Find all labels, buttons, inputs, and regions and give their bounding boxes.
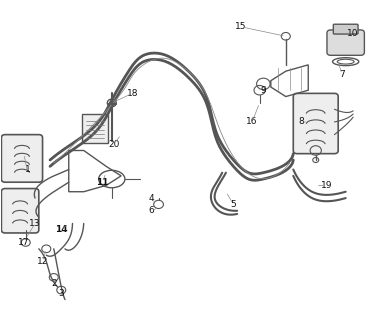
FancyBboxPatch shape [327, 30, 365, 55]
Text: 8: 8 [298, 117, 303, 126]
FancyBboxPatch shape [333, 24, 358, 34]
Text: 11: 11 [96, 178, 109, 187]
Text: 14: 14 [55, 225, 67, 234]
Text: 5: 5 [230, 200, 236, 209]
FancyBboxPatch shape [2, 135, 43, 182]
Text: 1: 1 [25, 165, 31, 174]
Text: 15: 15 [235, 22, 247, 31]
FancyBboxPatch shape [293, 93, 338, 154]
Text: 6: 6 [148, 206, 154, 215]
Text: 2: 2 [51, 279, 57, 288]
Text: 18: 18 [127, 89, 138, 98]
Text: 10: 10 [348, 28, 359, 38]
FancyBboxPatch shape [82, 114, 108, 142]
Text: 12: 12 [37, 257, 48, 266]
Text: 13: 13 [29, 219, 41, 228]
FancyBboxPatch shape [2, 188, 39, 233]
Text: 9: 9 [261, 86, 266, 95]
Text: 7: 7 [339, 70, 345, 79]
Text: 4: 4 [148, 194, 154, 203]
Text: 19: 19 [321, 181, 333, 190]
Text: 3: 3 [58, 289, 64, 298]
Text: 20: 20 [108, 140, 120, 148]
Text: 17: 17 [18, 238, 29, 247]
Text: 16: 16 [246, 117, 258, 126]
